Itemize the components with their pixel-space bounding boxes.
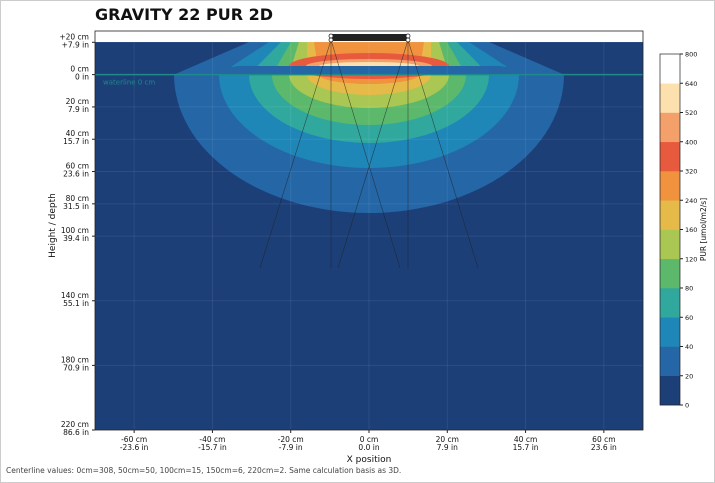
x-axis-label: X position [347,455,392,465]
x-tick-label: 20 cm [436,435,459,444]
colorbar-tick-label: 20 [685,372,693,380]
x-tick-label: -40 cm [199,435,225,444]
beam-line [330,39,401,269]
fixture-point [328,37,334,43]
colorbar-tick-label: 520 [685,109,697,117]
colorbar-band [660,171,680,201]
colorbar-tick-label: 160 [685,226,697,234]
y-tick-label: 7.9 in [68,105,89,114]
colorbar-band [660,258,680,289]
colorbar-tick-label: 800 [685,51,697,59]
y-tick-label: 20 cm [66,97,89,106]
y-tick-label: 220 cm [61,420,89,429]
colorbar-tick-label: 0 [685,402,689,410]
y-tick-label: +7.9 in [62,40,90,49]
colorbar-tick-label: 40 [685,343,693,351]
beam-line [259,39,332,269]
fixture-point [405,37,411,43]
y-tick-label: +20 cm [59,32,89,41]
y-tick-label: 15.7 in [63,137,89,146]
x-tick-label: 15.7 in [513,443,539,452]
colorbar-band [660,229,680,260]
y-tick-label: 31.5 in [63,202,89,211]
beam-line [337,39,409,269]
beam-line [407,39,479,269]
colorbar-band [660,200,680,230]
y-tick-label: 100 cm [61,226,89,235]
x-tick-label: 60 cm [592,435,615,444]
x-tick-label: 40 cm [514,435,537,444]
annotation: waterline 0 cm [103,79,155,87]
colorbar-tick-label: 240 [685,197,697,205]
y-tick-label: 140 cm [61,291,89,300]
y-tick-label: 55.1 in [63,299,89,308]
colorbar-tick-label: 640 [685,80,697,88]
y-tick-label: 39.4 in [63,234,89,243]
chart-title: GRAVITY 22 PUR 2D [95,5,273,24]
colorbar-tick-label: 60 [685,314,693,322]
colorbar-band [660,112,680,143]
colorbar-band [660,346,680,377]
y-tick-label: 80 cm [66,194,89,203]
y-tick-label: 86.6 in [63,428,89,437]
y-axis-label: Height / depth [48,193,58,258]
contours [95,42,643,430]
fixture [331,34,408,41]
y-tick-label: 23.6 in [63,170,89,179]
colorbar-label: PUR [umol/m2/s] [699,198,708,261]
contour-band [170,66,568,75]
x-tick-label: -60 cm [121,435,147,444]
x-tick-label: -7.9 in [279,443,303,452]
fixture-point [405,33,411,39]
colorbar-band [660,141,680,172]
colorbar-tick-label: 320 [685,168,697,176]
colorbar-tick-label: 80 [685,285,693,293]
y-tick-label: 180 cm [61,355,89,364]
y-tick-label: 0 in [75,73,89,82]
y-tick-label: 40 cm [66,129,89,138]
colorbar-band [660,54,680,84]
x-tick-label: -15.7 in [198,443,227,452]
x-tick-label: -20 cm [278,435,304,444]
colorbar-band [660,375,680,406]
x-tick-label: 23.6 in [591,443,617,452]
footnote: Centerline values: 0cm=308, 50cm=50, 100… [6,466,401,475]
colorbar-band [660,317,680,347]
x-tick-label: 0.0 in [358,443,379,452]
y-tick-label: 60 cm [66,162,89,171]
x-tick-label: 0 cm [360,435,379,444]
x-tick-label: -23.6 in [120,443,149,452]
y-tick-label: 70.9 in [63,363,89,372]
y-tick-label: 0 cm [70,65,89,74]
colorbar-tick-label: 120 [685,255,697,263]
colorbar-band [660,288,680,318]
colorbar-band [660,83,680,113]
x-tick-label: 7.9 in [437,443,458,452]
colorbar-tick-label: 400 [685,138,697,146]
fixture-point [328,33,334,39]
